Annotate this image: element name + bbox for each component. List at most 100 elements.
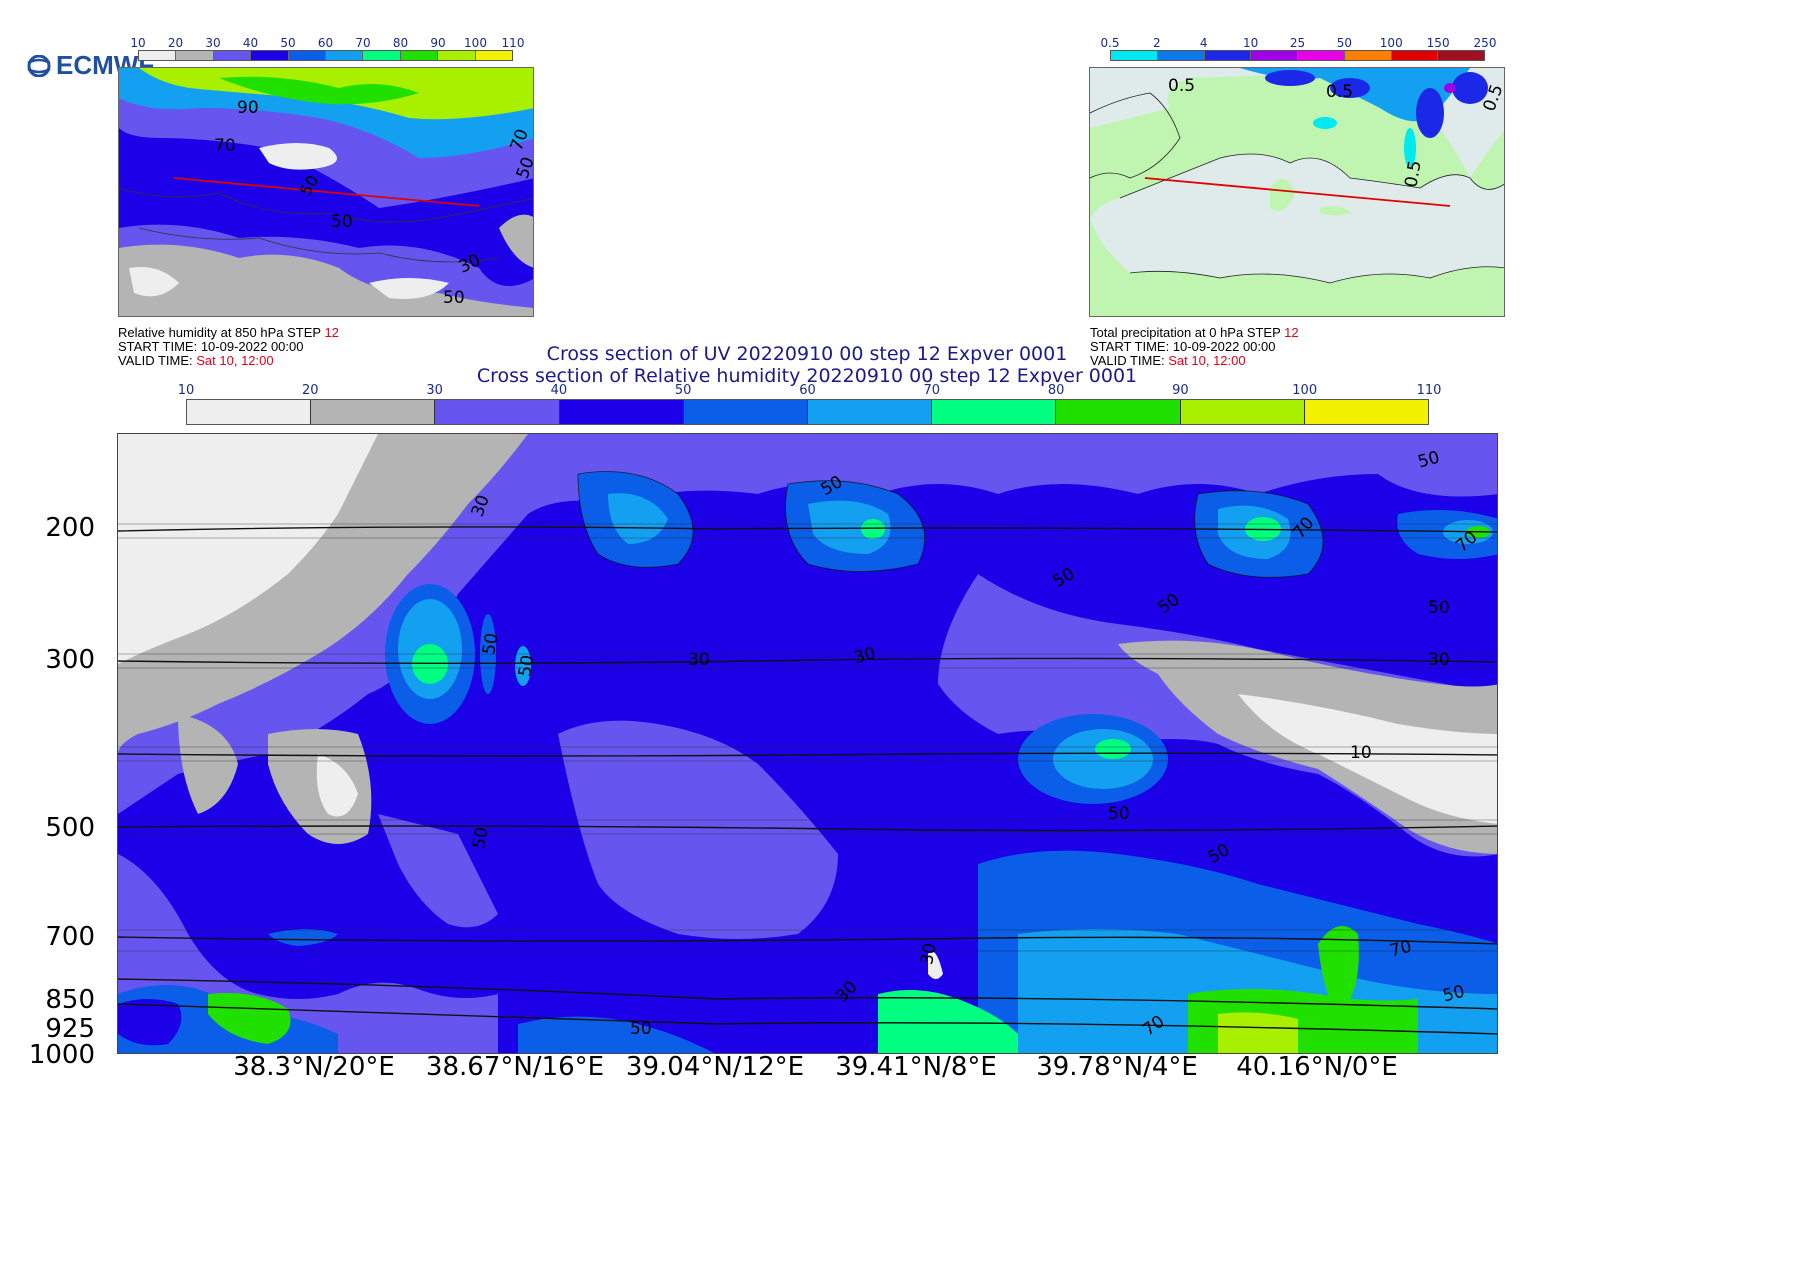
right-colorbar-swatch [1158,51,1205,60]
cross-contour-label: 10 [1350,743,1372,763]
right-caption-line1: Total precipitation at 0 hPa STEP 12 [1090,326,1299,340]
x-axis-label: 39.78°N/4°E [1036,1052,1198,1082]
main-colorbar: 10 20 30 40 50 60 70 80 90 100 110 [186,383,1429,425]
main-colorbar-tick: 20 [302,383,319,398]
cross-section-plot: 30 50 50 50 70 70 50 50 50 30 30 30 10 5… [117,433,1498,1054]
left-colorbar-swatches [138,50,513,61]
left-contour-label: 50 [331,212,353,232]
left-colorbar-tick: 60 [318,36,333,50]
left-colorbar-swatch [401,51,438,60]
x-axis-label: 40.16°N/0°E [1236,1052,1398,1082]
left-contour-label: 50 [443,288,465,308]
right-colorbar-swatch [1111,51,1158,60]
y-axis-label: 200 [0,513,95,543]
right-colorbar-swatch [1438,51,1484,60]
left-colorbar-tick: 70 [355,36,370,50]
left-colorbar-tick: 100 [464,36,487,50]
left-colorbar-swatch [326,51,363,60]
right-colorbar-swatches [1110,50,1485,61]
left-colorbar-swatch [251,51,288,60]
left-colorbar-tick: 50 [280,36,295,50]
left-colorbar-tick: 10 [130,36,145,50]
left-colorbar-swatch [363,51,400,60]
cross-contour-label: 50 [1428,598,1450,618]
main-colorbar-tick: 100 [1292,383,1317,398]
main-colorbar-tick: 80 [1048,383,1065,398]
left-colorbar-swatch [139,51,176,60]
main-colorbar-swatch [1056,400,1180,424]
cross-contour-label: 50 [630,1019,652,1039]
x-axis-label: 38.67°N/16°E [426,1052,604,1082]
right-colorbar-swatch [1251,51,1298,60]
right-colorbar-swatch [1205,51,1252,60]
main-colorbar-tick: 60 [799,383,816,398]
left-colorbar-ticks: 10 20 30 40 50 60 70 80 90 100 110 [138,36,513,50]
main-colorbar-tick: 10 [178,383,195,398]
left-colorbar-tick: 30 [205,36,220,50]
main-colorbar-swatch [187,400,311,424]
x-axis-label: 38.3°N/20°E [233,1052,395,1082]
right-colorbar-swatch [1345,51,1392,60]
cross-contour-label: 50 [469,826,492,851]
main-title-line1: Cross section of UV 20220910 00 step 12 … [0,343,1614,365]
main-colorbar-tick: 70 [924,383,941,398]
cross-contour-label: 50 [1108,804,1130,824]
main-colorbar-swatch [684,400,808,424]
left-colorbar-tick: 90 [430,36,445,50]
x-axis-label: 39.04°N/12°E [626,1052,804,1082]
main-colorbar-swatch [932,400,1056,424]
right-colorbar-tick: 10 [1243,36,1258,50]
left-map: 90 70 70 50 50 50 30 50 [118,67,534,317]
main-colorbar-tick: 40 [551,383,568,398]
left-caption-line1: Relative humidity at 850 hPa STEP 12 [118,326,339,340]
left-colorbar-swatch [214,51,251,60]
main-colorbar-swatch [311,400,435,424]
right-colorbar-swatch [1298,51,1345,60]
right-colorbar-tick: 0.5 [1100,36,1119,50]
right-colorbar-tick: 25 [1290,36,1305,50]
left-colorbar-swatch [476,51,512,60]
cross-contour-label: 50 [515,654,538,679]
left-contour-label: 70 [214,136,236,156]
main-colorbar-tick: 110 [1417,383,1442,398]
main-colorbar-swatch [1181,400,1305,424]
main-colorbar-swatch [808,400,932,424]
right-colorbar-ticks: 0.5 2 4 10 25 50 100 150 250 [1110,36,1485,50]
y-axis-label: 700 [0,922,95,952]
left-map-field [119,68,534,317]
right-colorbar-tick: 250 [1474,36,1497,50]
main-title: Cross section of UV 20220910 00 step 12 … [0,343,1614,387]
right-contour-label: 0.5 [1168,76,1195,96]
main-colorbar-ticks: 10 20 30 40 50 60 70 80 90 100 110 [186,383,1429,399]
right-colorbar-swatch [1392,51,1439,60]
right-colorbar-tick: 100 [1380,36,1403,50]
right-contour-label: 0.5 [1326,82,1353,102]
left-map-colorbar: 10 20 30 40 50 60 70 80 90 100 110 [138,36,513,61]
cross-contour-label: 30 [688,650,710,670]
y-axis-label: 850 [0,985,95,1015]
left-colorbar-tick: 40 [243,36,258,50]
right-map-colorbar: 0.5 2 4 10 25 50 100 150 250 [1110,36,1485,61]
main-colorbar-tick: 30 [426,383,443,398]
right-colorbar-tick: 150 [1427,36,1450,50]
right-colorbar-tick: 50 [1337,36,1352,50]
right-colorbar-tick: 2 [1153,36,1161,50]
right-colorbar-tick: 4 [1200,36,1208,50]
right-map-field [1090,68,1505,317]
y-axis-label: 1000 [0,1040,95,1070]
main-colorbar-swatch [435,400,559,424]
left-contour-label: 90 [237,98,259,118]
cross-contour-label: 30 [1428,650,1450,670]
x-axis-label: 39.41°N/8°E [835,1052,997,1082]
left-colorbar-tick: 20 [168,36,183,50]
right-map: 0.5 0.5 0.5 0.5 [1089,67,1505,317]
left-colorbar-tick: 80 [393,36,408,50]
left-colorbar-swatch [438,51,475,60]
main-colorbar-swatch [560,400,684,424]
ecmwf-logo-icon [24,55,54,77]
cross-contour-label: 30 [917,942,940,967]
left-colorbar-tick: 110 [502,36,525,50]
left-colorbar-swatch [289,51,326,60]
main-colorbar-swatches [186,399,1429,425]
cross-contour-label: 50 [479,632,502,657]
